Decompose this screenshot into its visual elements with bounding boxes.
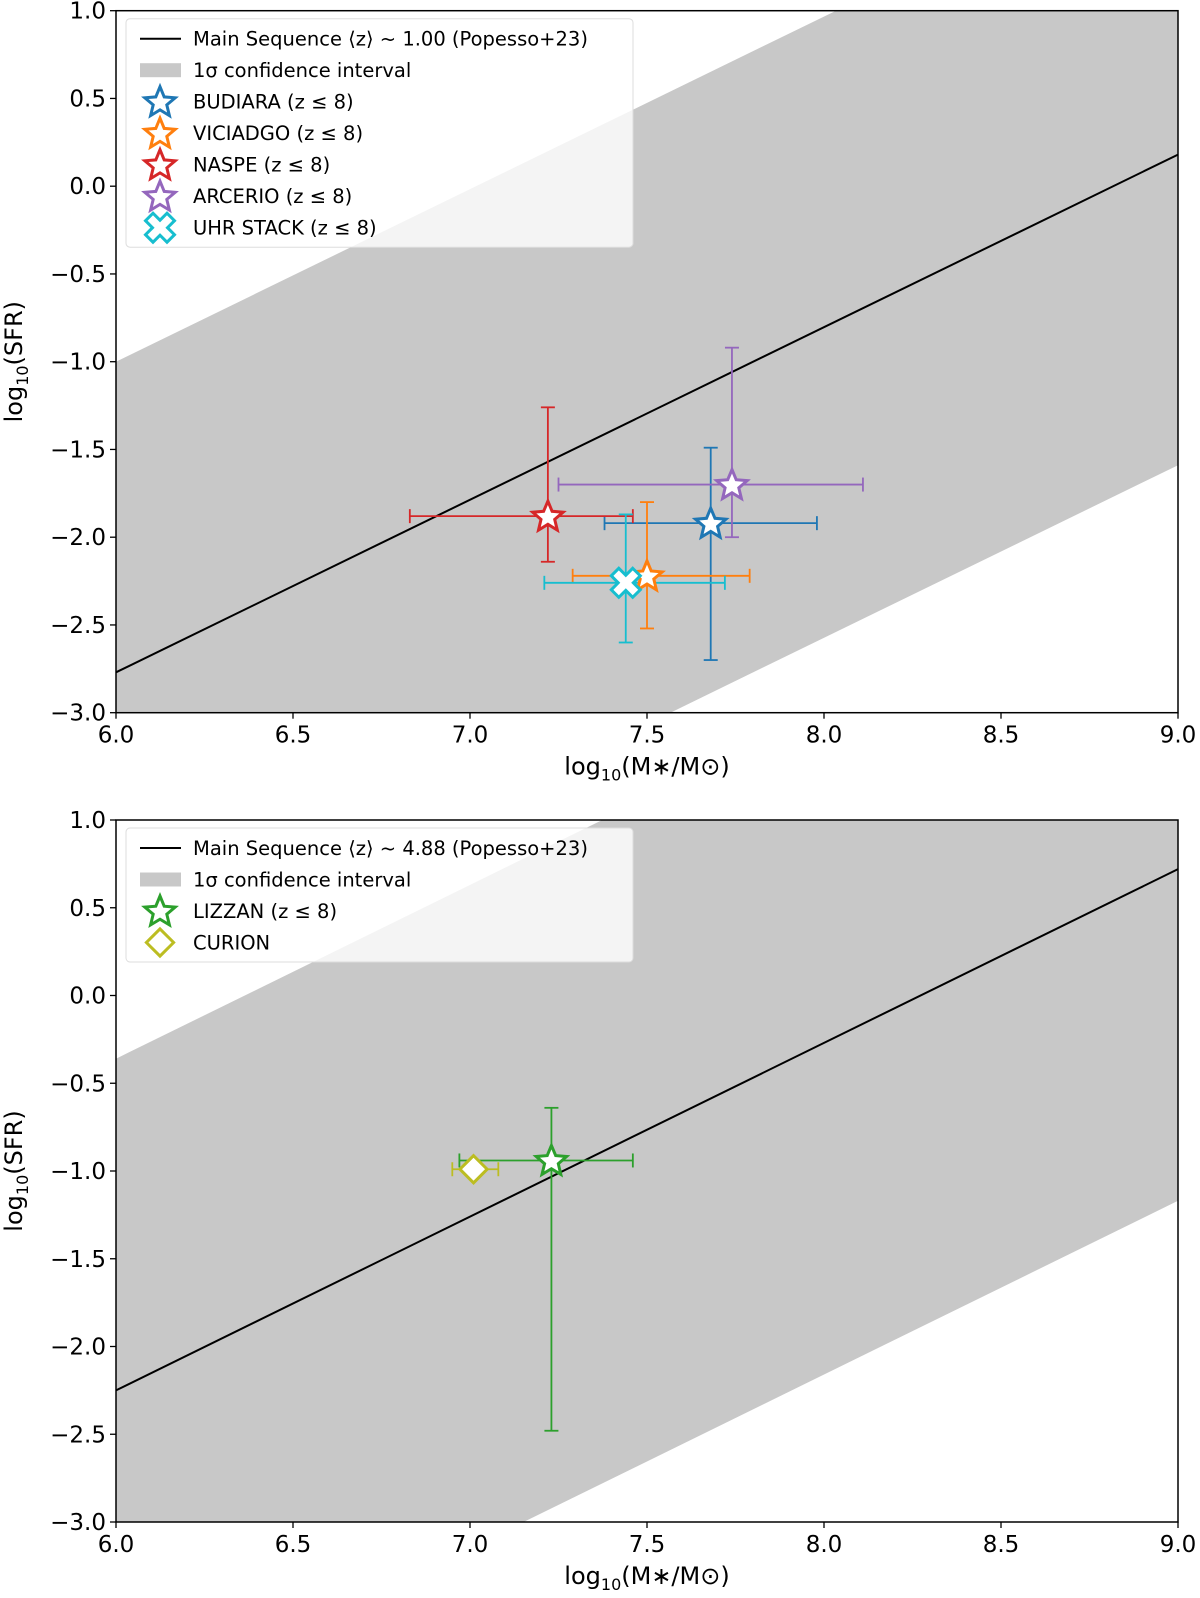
legend-diamond-icon [144, 926, 176, 959]
chart-panel-1: 6.0 6.5 7.0 7.5 8.0 8.5 9.0 1.0 0.5 0.0 −0.5 −1.0 −1… [0, 0, 1196, 785]
y-tick-label: 1.0 [69, 0, 106, 25]
y-tick-label: −2.5 [50, 613, 106, 639]
y-tick-label: 0.5 [69, 86, 106, 112]
legend-label: 1σ confidence interval [193, 869, 411, 892]
data-point-star-marker [691, 504, 730, 541]
legend-label: VICIADGO (z ≤ 8) [193, 122, 363, 145]
x-axis-label-sub: 10 [601, 1575, 621, 1594]
legend-box [125, 18, 634, 248]
data-point-cross-marker [609, 566, 643, 600]
data-point-diamond-marker [457, 1153, 490, 1185]
y-tick-label: −2.5 [50, 1422, 106, 1448]
x-axis-label-rest: (M∗/M⊙) [621, 753, 729, 781]
x-tick-label: 6.0 [98, 723, 135, 749]
series-3 [408, 406, 634, 563]
legend-label: 1σ confidence interval [193, 59, 411, 82]
x-tick-label: 7.5 [629, 723, 666, 749]
x-tick-label: 8.0 [806, 723, 843, 749]
y-tick-label: −2.0 [50, 525, 106, 551]
y-axis-label-base: log [0, 386, 28, 423]
data-point-star-marker [532, 1141, 571, 1178]
x-axis-label-rest: (M∗/M⊙) [621, 1562, 729, 1590]
legend-label: NASPE (z ≤ 8) [193, 154, 330, 177]
legend-star-icon [141, 114, 179, 151]
y-tick-label: −3.0 [50, 701, 106, 727]
y-axis-label-rest: (SFR) [0, 1110, 28, 1174]
y-tick-label: −1.0 [50, 350, 106, 376]
x-tick-label: 8.5 [983, 1532, 1020, 1558]
x-tick-label: 8.5 [983, 723, 1020, 749]
legend-label: CURION [193, 932, 270, 955]
legend-label: LIZZAN (z ≤ 8) [193, 900, 337, 923]
x-tick-label: 9.0 [1160, 1532, 1197, 1558]
confidence-band [116, 820, 1178, 1522]
legend-label: BUDIARA (z ≤ 8) [193, 91, 354, 114]
legend: Main Sequence ⟨z⟩ ~ 1.00 (Popesso+23) 1σ … [125, 18, 634, 248]
data-point-star-marker [529, 497, 567, 534]
x-tick-label: 6.5 [275, 723, 312, 749]
y-tick-label: −1.5 [50, 437, 106, 463]
x-tick-label: 7.0 [452, 723, 489, 749]
legend-band-swatch [140, 872, 181, 887]
y-axis-label-rest: (SFR) [0, 301, 28, 365]
y-tick-label: −1.5 [50, 1247, 106, 1273]
y-tick-label: −0.5 [50, 1071, 106, 1097]
legend-cross-icon [143, 211, 177, 245]
x-axis-label: log10(M∗/M⊙) [564, 1562, 729, 1594]
y-tick-label: −0.5 [50, 262, 106, 288]
y-tick-label: 0.5 [69, 896, 106, 922]
x-axis-label-base: log [564, 1562, 601, 1590]
y-tick-label: −2.0 [50, 1335, 106, 1361]
x-tick-label: 6.5 [275, 1532, 312, 1558]
legend-label: Main Sequence ⟨z⟩ ~ 1.00 (Popesso+23) [193, 28, 588, 51]
x-tick-label: 9.0 [1160, 723, 1197, 749]
y-tick-label: 0.0 [69, 984, 106, 1010]
y-axis-label-sub: 10 [13, 1175, 32, 1195]
y-axis-label-sub: 10 [13, 365, 32, 385]
x-axis-label: log10(M∗/M⊙) [564, 753, 729, 785]
y-axis-label: log10(SFR) [0, 301, 32, 422]
chart-panel-2: 6.0 6.5 7.0 7.5 8.0 8.5 9.0 1.0 0.5 0.0 −0.5 −1.0 −1… [0, 808, 1196, 1594]
series-4 [557, 346, 864, 539]
legend-label: UHR STACK (z ≤ 8) [193, 217, 377, 240]
confidence-band [116, 10, 1178, 713]
y-tick-label: 1.0 [69, 808, 106, 834]
legend-star-icon [141, 177, 179, 214]
x-tick-label: 6.0 [98, 1532, 135, 1558]
legend-star-icon [141, 145, 179, 182]
main-sequence-line [115, 153, 1179, 674]
legend: Main Sequence ⟨z⟩ ~ 4.88 (Popesso+23) 1σ … [125, 827, 634, 963]
x-tick-label: 7.5 [629, 1532, 666, 1558]
x-axis-label-sub: 10 [601, 766, 621, 785]
x-axis-label-base: log [564, 753, 601, 781]
x-tick-label: 8.0 [806, 1532, 843, 1558]
y-axis-label-base: log [0, 1195, 28, 1232]
legend-star-icon [141, 82, 179, 119]
data-point-star-marker [712, 465, 751, 502]
y-axis-label: log10(SFR) [0, 1110, 32, 1231]
legend-box [125, 827, 634, 963]
y-tick-label: 0.0 [69, 174, 106, 200]
main-sequence-line [115, 868, 1179, 1392]
legend-label: ARCERIO (z ≤ 8) [193, 185, 352, 208]
legend-label: Main Sequence ⟨z⟩ ~ 4.88 (Popesso+23) [193, 837, 588, 860]
y-tick-label: −3.0 [50, 1510, 106, 1536]
y-tick-label: −1.0 [50, 1159, 106, 1185]
plot-area [115, 10, 1179, 713]
x-tick-label: 7.0 [452, 1532, 489, 1558]
legend-band-swatch [140, 63, 181, 78]
plot-area [115, 820, 1179, 1522]
legend-star-icon [141, 892, 179, 929]
